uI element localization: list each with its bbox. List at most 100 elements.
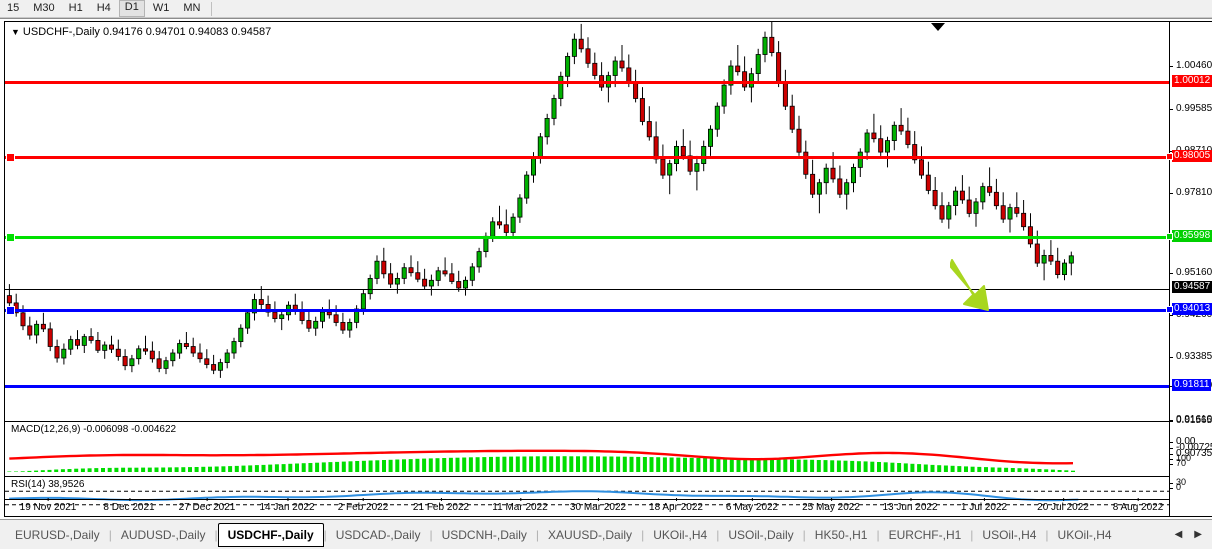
tab-separator: | [716, 527, 720, 542]
date-axis-tick: 6 May 2022 [725, 498, 779, 513]
price-axis-tick: 0.95160 [1170, 267, 1212, 278]
price-axis-marker-red[interactable]: 0.98005 [1166, 150, 1212, 162]
rsi-axis-tick: 0 [1170, 482, 1181, 492]
timeframe-button-h4[interactable]: H4 [96, 2, 111, 14]
chart-title-text: USDCHF-,Daily 0.94176 0.94701 0.94083 0.… [22, 26, 272, 38]
date-axis-tick: 8 Dec 2021 [103, 498, 155, 513]
toolbar-separator [211, 1, 213, 16]
tab-next-icon[interactable]: ▶ [1194, 529, 1202, 540]
rsi-axis-tick: 100 [1170, 453, 1191, 463]
chart-tab-hk50h1[interactable]: HK50-,H1 [814, 527, 868, 542]
chart-tab-usoilh4[interactable]: USOil-,H4 [982, 527, 1037, 542]
date-axis-tick: 8 Aug 2022 [1112, 498, 1164, 513]
marker-handle[interactable] [1166, 153, 1173, 160]
timeframe-toolbar: 15 M30 H1 H4 D1 W1 MN [0, 0, 1212, 18]
down-triangle-marker-icon [931, 23, 945, 31]
chart-tab-eurusddaily[interactable]: EURUSD-,Daily [15, 527, 100, 542]
timeframe-button-mn[interactable]: MN [183, 2, 201, 14]
chart-title: ▼ USDCHF-,Daily 0.94176 0.94701 0.94083 0… [11, 26, 271, 38]
date-axis-tick: 14 Jan 2022 [259, 498, 315, 513]
chart-tab-usdcnhdaily[interactable]: USDCNH-,Daily [441, 527, 527, 542]
timeframe-button-d1[interactable]: D1 [118, 0, 145, 17]
tab-separator: | [970, 527, 974, 542]
line-handle[interactable] [6, 153, 15, 162]
chart-tab-usoildaily[interactable]: USOil-,Daily [728, 527, 794, 542]
tab-separator: | [214, 527, 218, 542]
line-handle[interactable] [6, 306, 15, 315]
support-line-1[interactable] [5, 306, 1169, 315]
price-axis-marker-red[interactable]: 1.00012 [1172, 75, 1212, 87]
candlestick-series [6, 22, 1074, 378]
marker-handle[interactable] [1166, 306, 1173, 313]
date-axis-tick: 21 Feb 2022 [412, 498, 470, 513]
macd-panel: MACD(12,26,9) -0.006098 -0.004622 [5, 421, 1169, 476]
date-axis-tick: 2 Feb 2022 [337, 498, 389, 513]
rsi-panel: RSI(14) 38,9526 [5, 476, 1169, 516]
price-axis-marker-green[interactable]: 0.95998 [1166, 230, 1212, 242]
price-axis-marker-black[interactable]: 0.94587 [1172, 281, 1212, 293]
tab-separator: | [641, 527, 645, 542]
date-axis-tick: 25 May 2022 [802, 498, 860, 513]
price-axis-tick: 0.97810 [1170, 187, 1212, 198]
timeframe-button-m30[interactable]: M30 [33, 2, 55, 14]
chart-tab-xauusddaily[interactable]: XAUUSD-,Daily [548, 527, 633, 542]
date-axis-tick: 30 Mar 2022 [569, 498, 627, 513]
price-axis-marker-blue[interactable]: 0.94013 [1166, 303, 1212, 315]
tab-separator: | [1045, 527, 1049, 542]
timeframe-button-h1[interactable]: H1 [68, 2, 83, 14]
chart-tab-ukoilh4[interactable]: UKOil-,H4 [653, 527, 708, 542]
tab-separator: | [802, 527, 806, 542]
rsi-series [5, 490, 1169, 506]
date-axis-tick: 13 Jun 2022 [882, 498, 938, 513]
price-panel [5, 22, 1169, 420]
pivot-line[interactable] [5, 233, 1169, 242]
date-axis-tick: 11 Mar 2022 [492, 498, 548, 513]
chart-tab-usdcaddaily[interactable]: USDCAD-,Daily [335, 527, 421, 542]
price-axis-tick: 0.91610 [1170, 414, 1212, 425]
tab-nav: ◀ ▶ [1175, 529, 1212, 540]
chart-dropdown-icon[interactable]: ▼ [11, 27, 20, 37]
price-axis-tick: 0.93385 [1170, 351, 1212, 362]
marker-handle[interactable] [1166, 233, 1173, 240]
rsi-axis-tick: 70 [1170, 458, 1186, 468]
macd-axis-tick: 0.00 [1170, 436, 1195, 447]
date-axis-tick: 20 Jul 2022 [1037, 498, 1089, 513]
price-axis-tick: 0.99585 [1170, 103, 1212, 114]
tab-separator: | [323, 527, 327, 542]
timeframe-button-w1[interactable]: W1 [152, 2, 170, 14]
tab-separator: | [876, 527, 880, 542]
tab-prev-icon[interactable]: ◀ [1174, 529, 1183, 540]
tab-separator: | [535, 527, 540, 542]
chart-canvas[interactable]: ▼ USDCHF-,Daily 0.94176 0.94701 0.94083 0… [4, 21, 1170, 517]
rsi-axis-tick: 30 [1170, 477, 1186, 487]
date-axis-tick: 1 Jul 2022 [960, 498, 1008, 513]
chart-tab-usdchfdaily[interactable]: USDCHF-,Daily [217, 522, 324, 547]
tab-separator: | [108, 527, 112, 542]
current-price-line [5, 289, 1169, 290]
tab-separator: | [429, 527, 433, 542]
macd-label: MACD(12,26,9) -0.006098 -0.004622 [11, 424, 177, 435]
date-axis: 19 Nov 2021 8 Dec 2021 27 Dec 2021 14 Jan 2… [4, 498, 1170, 516]
rsi-label: RSI(14) 38,9526 [11, 479, 85, 490]
line-handle[interactable] [6, 233, 15, 242]
macd-axis-tick: 0.015654 [1170, 415, 1212, 426]
chart-tabbar: EURUSD-,Daily | AUDUSD-,Daily | USDCHF-,Dail… [0, 519, 1212, 549]
date-axis-tick: 27 Dec 2021 [178, 498, 236, 513]
down-right-arrow-annotation[interactable] [950, 258, 1010, 320]
price-axis-tick: 1.00460 [1170, 60, 1212, 71]
chart-tab-ukoilh4[interactable]: UKOil-,H4 [1057, 527, 1112, 542]
price-axis[interactable]: 1.004600.995850.987100.978100.969350.951… [1166, 21, 1212, 517]
macd-series [7, 449, 1075, 472]
date-axis-tick: 19 Nov 2021 [19, 498, 77, 513]
resistance-line-2[interactable] [5, 153, 1169, 162]
timeframe-button-15[interactable]: 15 [7, 2, 20, 14]
resistance-line-1[interactable] [5, 81, 1169, 84]
macd-axis-tick: -0.007259 [1170, 442, 1212, 453]
support-line-2[interactable] [5, 385, 1169, 388]
chart-tab-audusddaily[interactable]: AUDUSD-,Daily [120, 527, 206, 542]
price-axis-tick: 0.90735 [1170, 448, 1212, 459]
date-axis-tick: 18 Apr 2022 [649, 498, 703, 513]
chart-tab-eurchfh1[interactable]: EURCHF-,H1 [888, 527, 962, 542]
price-axis-marker-blue[interactable]: 0.91811 [1172, 379, 1212, 391]
chart-window: ▼ USDCHF-,Daily 0.94176 0.94701 0.94083 0… [0, 18, 1212, 518]
